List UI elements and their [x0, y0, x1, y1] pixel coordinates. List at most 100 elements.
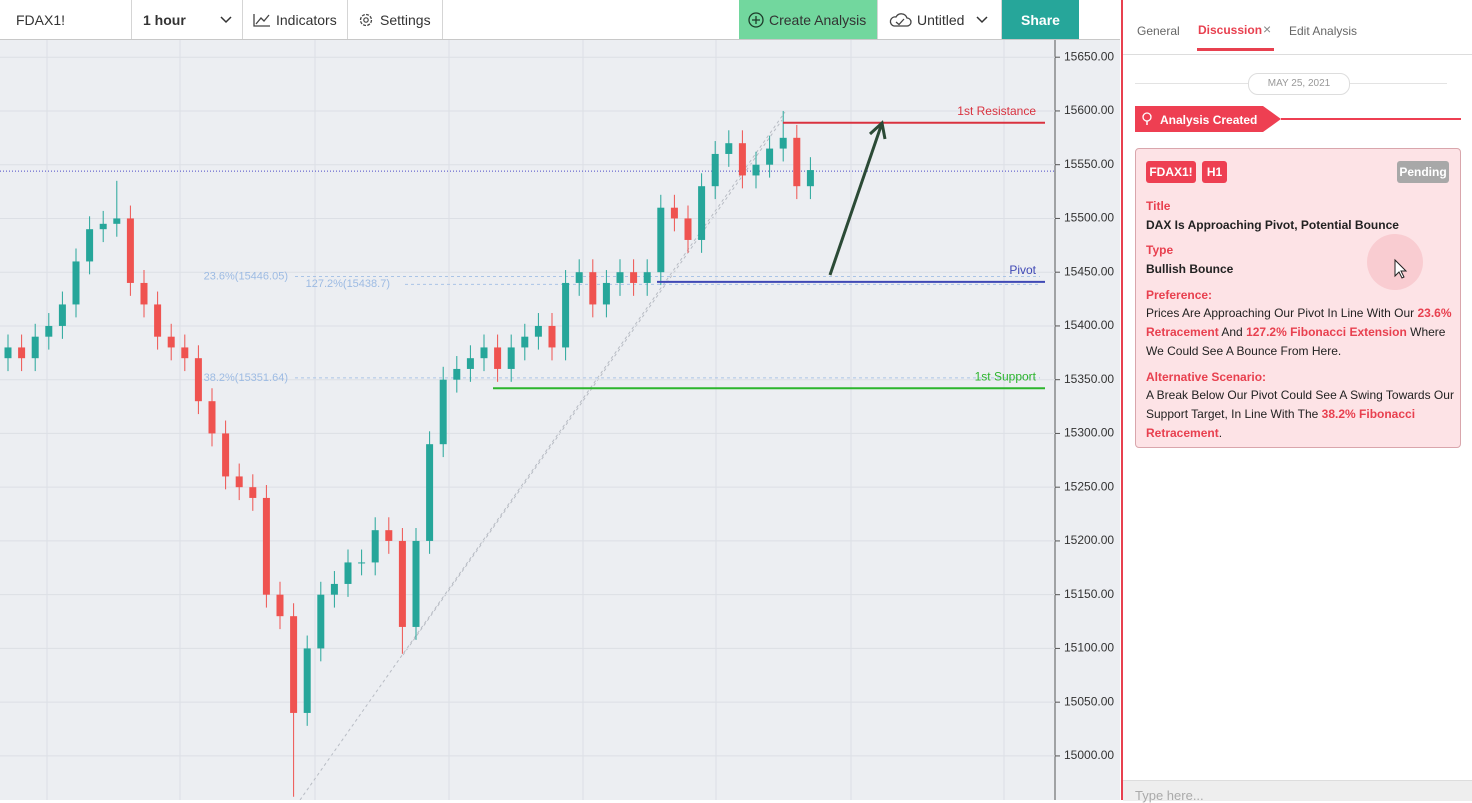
- text: A Break Below Our Pivot Could See A Swin…: [1146, 388, 1454, 421]
- toolbar: FDAX1! 1 hour Indicators Settings Create…: [0, 0, 1120, 40]
- candle-body: [616, 272, 624, 283]
- candle-body: [466, 358, 474, 369]
- y-tick-label: 15350.00: [1064, 372, 1114, 386]
- input-placeholder: Type here...: [1135, 788, 1204, 803]
- candle-body: [276, 594, 284, 617]
- candle-body: [235, 476, 243, 488]
- highlight-text: 127.2% Fibonacci Extension: [1246, 325, 1407, 339]
- symbol: FDAX1!: [16, 11, 66, 28]
- share-button[interactable]: Share: [1002, 0, 1079, 39]
- candle-body: [181, 347, 189, 359]
- message-input[interactable]: Type here...: [1123, 780, 1472, 803]
- candle-body: [4, 347, 12, 359]
- event-ribbon: [1135, 106, 1461, 132]
- layout-select[interactable]: Untitled: [877, 0, 1002, 39]
- fib-level-label: 38.2%(15351.64): [204, 372, 288, 384]
- candle-body: [303, 648, 311, 713]
- type: Bullish Bounce: [1146, 262, 1234, 276]
- timeframe-badge: H1: [1202, 161, 1227, 183]
- date: MAY 25, 2021: [1267, 78, 1331, 89]
- cursor-highlight: [1367, 234, 1423, 290]
- candle-body: [330, 583, 338, 595]
- indicators-button[interactable]: Indicators: [243, 0, 348, 39]
- symbol-field[interactable]: FDAX1!: [0, 0, 132, 39]
- text: And: [1218, 325, 1247, 339]
- interval-select[interactable]: 1 hour: [132, 0, 243, 39]
- candle-body: [412, 540, 420, 627]
- y-tick-label: 15250.00: [1064, 479, 1114, 493]
- create-analysis-button[interactable]: Create Analysis: [739, 0, 877, 39]
- candle-body: [154, 304, 162, 337]
- tab[interactable]: General: [1137, 24, 1180, 38]
- highlight-text: 38.2% Fibonacci Retracement: [1146, 407, 1416, 440]
- candle-body: [439, 379, 447, 445]
- candle-body: [752, 164, 760, 176]
- preference-label: Preference:: [1146, 288, 1213, 302]
- candle-body: [589, 272, 597, 305]
- candle-body: [317, 594, 325, 649]
- settings-label: Settings: [380, 11, 431, 28]
- sidebar: General Discussion × Edit Analysis MAY 2…: [1121, 0, 1472, 803]
- indicators-label: Indicators: [276, 11, 337, 28]
- candle-body: [630, 272, 638, 283]
- candle-body: [126, 218, 134, 283]
- level-label: Pivot: [1009, 263, 1036, 277]
- candle-body: [385, 530, 393, 541]
- candle-body: [738, 143, 746, 176]
- status-badge: Pending: [1397, 161, 1449, 183]
- candle-body: [72, 261, 80, 305]
- alternative-label: Alternative Scenario:: [1146, 370, 1267, 384]
- candle-body: [262, 497, 270, 595]
- fib-level-label: 127.2%(15438.7): [306, 278, 390, 290]
- y-tick-label: 15600.00: [1064, 103, 1114, 117]
- tab-underline: [1197, 48, 1274, 51]
- fib-level-label: 23.6%(15446.05): [204, 270, 288, 282]
- type-label: Type: [1146, 243, 1174, 257]
- vertical-grid: [46, 40, 1005, 800]
- text: .: [1218, 426, 1223, 440]
- chart: 15000.00 15050.00 15100.00 15150.00 15200.00…: [0, 40, 1120, 800]
- chevron: [976, 16, 988, 24]
- candle-body: [643, 272, 651, 283]
- y-tick-label: 15500.00: [1064, 211, 1114, 225]
- candle-body: [453, 368, 461, 380]
- text: Prices Are Approaching Our Pivot In Line…: [1146, 306, 1418, 320]
- candle-body: [548, 325, 556, 348]
- candle-body: [208, 401, 216, 434]
- tab-active[interactable]: Discussion: [1198, 23, 1263, 37]
- candle-body: [684, 218, 692, 240]
- candle-body: [249, 487, 257, 498]
- preference-text: Prices Are Approaching Our Pivot In Line…: [1146, 304, 1454, 361]
- interval: 1 hour: [143, 11, 186, 28]
- candle-body: [344, 562, 352, 584]
- candle-body: [779, 137, 787, 149]
- candle-body: [793, 137, 801, 187]
- tab[interactable]: Edit Analysis: [1289, 24, 1358, 38]
- candle-body: [222, 433, 230, 477]
- candle-body: [480, 347, 488, 359]
- chevron: [220, 16, 232, 24]
- candle-body: [358, 562, 366, 564]
- candle-body: [711, 153, 719, 187]
- candle-body: [534, 325, 542, 337]
- candle-body: [290, 616, 298, 713]
- candle-body: [766, 148, 774, 165]
- tab-close[interactable]: ×: [1263, 21, 1272, 37]
- share-label: Share: [1021, 11, 1060, 28]
- candle-body: [194, 358, 202, 402]
- y-tick-label: 15550.00: [1064, 157, 1114, 171]
- candle-body: [698, 186, 706, 240]
- candle-body: [575, 272, 583, 283]
- alternative-text: A Break Below Our Pivot Could See A Swin…: [1146, 386, 1454, 443]
- candle-body: [602, 282, 610, 305]
- y-tick-label: 15100.00: [1064, 641, 1114, 655]
- candle-body: [494, 347, 502, 369]
- symbol-badge: FDAX1!: [1146, 161, 1196, 183]
- settings-button[interactable]: Settings: [348, 0, 443, 39]
- indicators-icon: [253, 13, 270, 27]
- chart-background: [0, 40, 1120, 800]
- text: Where We Could See A Bounce From Here.: [1146, 325, 1446, 358]
- candle-body: [99, 223, 107, 230]
- candle-body: [86, 229, 94, 262]
